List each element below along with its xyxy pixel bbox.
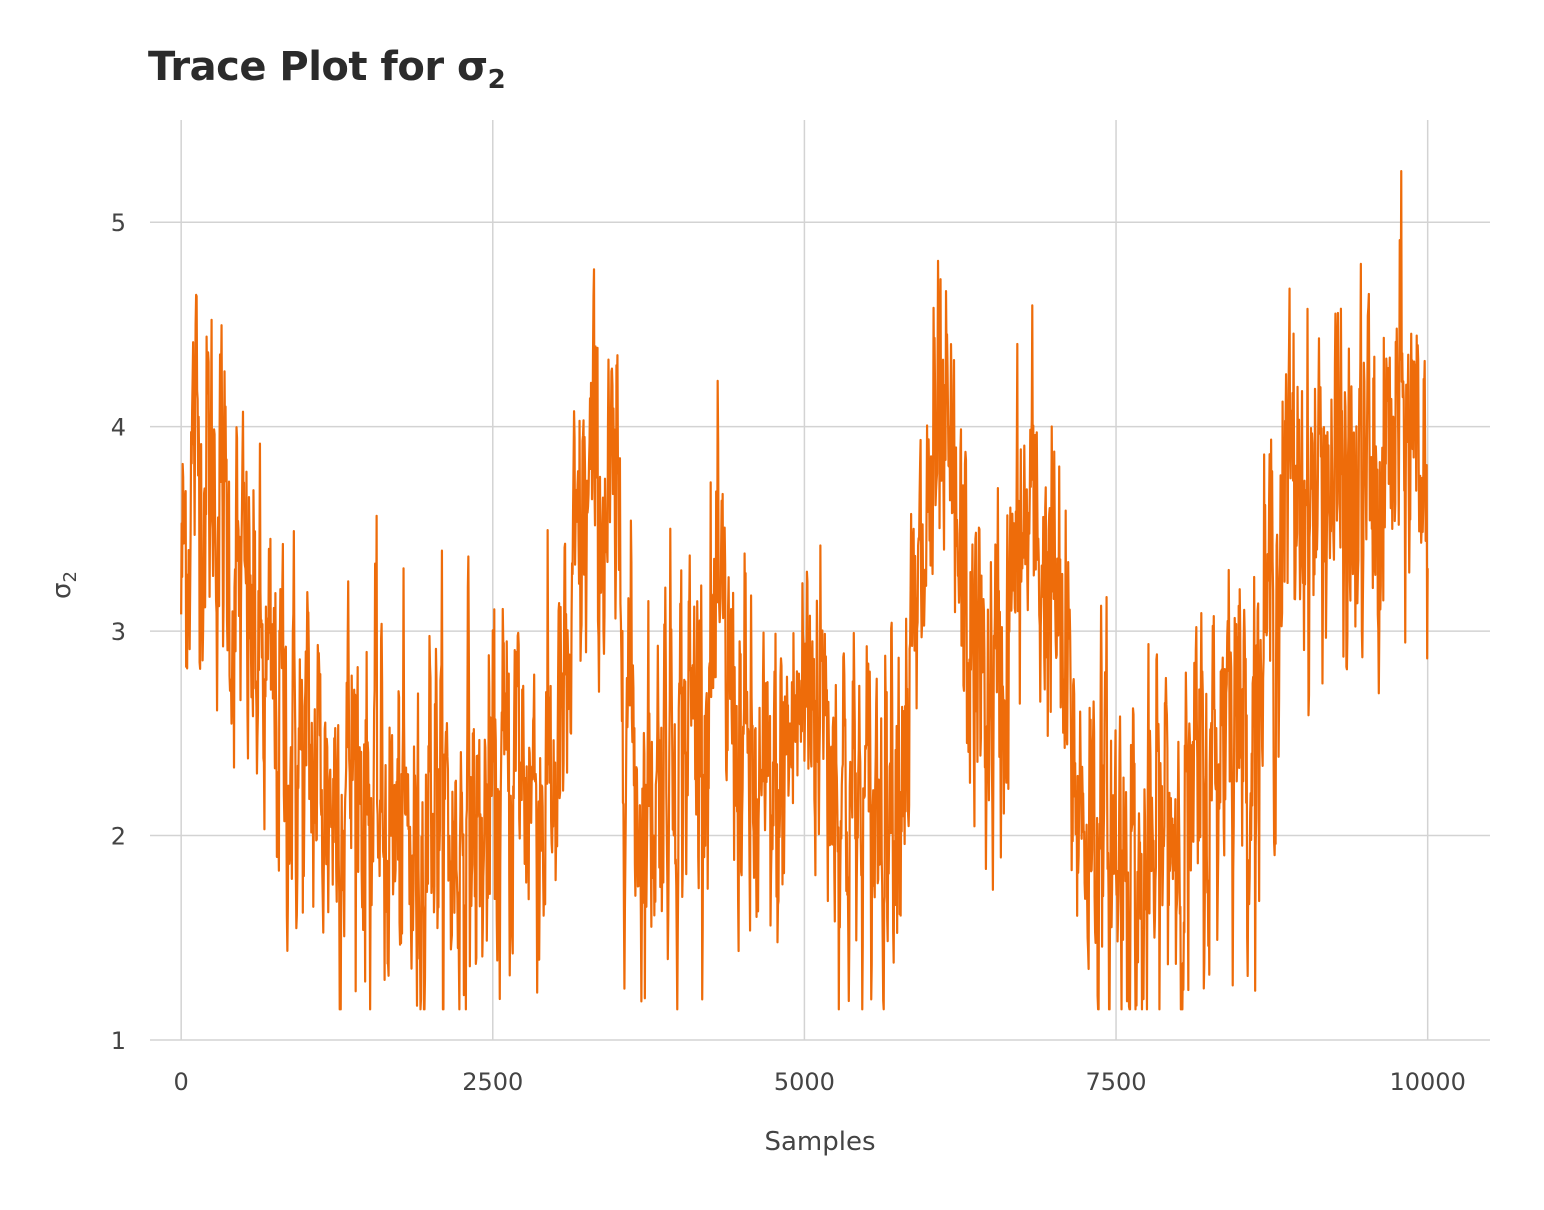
y-axis-title-text: σ: [47, 582, 77, 598]
y-axis-title-subscript: 2: [60, 571, 81, 582]
chart-title-text: Trace Plot for σ: [148, 44, 488, 90]
y-axis-title: σ2: [47, 571, 81, 599]
x-tick-label: 7500: [1086, 1068, 1147, 1096]
y-tick-label: 2: [111, 823, 126, 851]
x-tick-label: 2500: [462, 1068, 523, 1096]
x-tick-label: 0: [174, 1068, 189, 1096]
chart-title: Trace Plot for σ2: [148, 44, 506, 95]
y-tick-label: 1: [111, 1027, 126, 1055]
x-tick-label: 5000: [774, 1068, 835, 1096]
trace-series: [180, 170, 1429, 1011]
x-axis-ticks: 0 2500 5000 7500 10000: [174, 1068, 1466, 1096]
y-tick-label: 3: [111, 618, 126, 646]
y-tick-label: 4: [111, 414, 126, 442]
y-axis-ticks: 1 2 3 4 5: [111, 209, 126, 1055]
y-tick-label: 5: [111, 209, 126, 237]
trace-line: [180, 170, 1429, 1011]
x-axis-title: Samples: [764, 1127, 875, 1157]
chart-title-subscript: 2: [487, 65, 506, 95]
svg-text:σ2: σ2: [47, 571, 81, 599]
x-tick-label: 10000: [1389, 1068, 1465, 1096]
